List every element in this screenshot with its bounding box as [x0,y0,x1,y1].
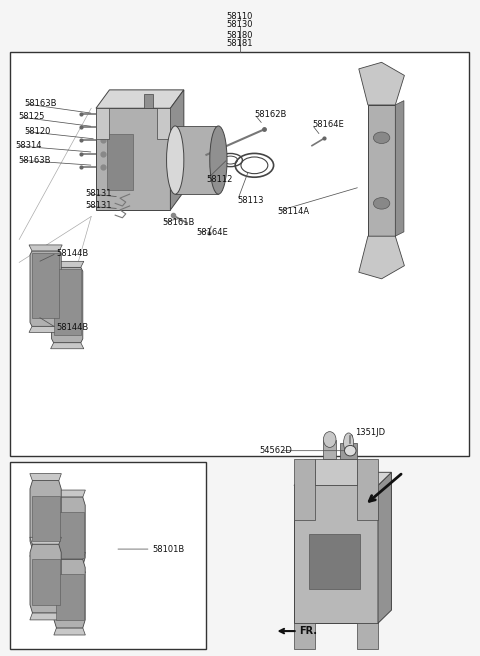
Polygon shape [54,270,81,335]
Polygon shape [359,62,404,105]
Polygon shape [107,134,133,190]
Text: 58120: 58120 [24,127,50,136]
Text: FR.: FR. [300,626,318,636]
Text: 54562D: 54562D [259,446,292,455]
Ellipse shape [344,433,354,453]
Polygon shape [54,552,85,559]
Polygon shape [56,575,84,620]
Text: 58110: 58110 [227,12,253,21]
Polygon shape [30,480,61,550]
Bar [340,443,357,459]
Polygon shape [32,560,60,605]
Polygon shape [50,343,84,349]
Text: 58164E: 58164E [197,228,228,237]
Text: 58125: 58125 [18,112,45,121]
Polygon shape [96,108,170,210]
Polygon shape [32,496,60,541]
Polygon shape [395,100,404,236]
Text: 58113: 58113 [238,195,264,205]
Text: 58101B: 58101B [153,544,185,554]
Text: 58144B: 58144B [57,249,89,258]
Polygon shape [54,559,85,628]
Polygon shape [294,459,315,520]
Text: 58131: 58131 [85,201,112,211]
Text: 58144B: 58144B [57,323,89,333]
Polygon shape [294,472,391,485]
Text: 58180: 58180 [227,31,253,40]
Polygon shape [30,550,61,556]
Text: 58131: 58131 [85,189,112,198]
Ellipse shape [373,197,390,209]
Text: 58314: 58314 [15,141,42,150]
Bar [10,52,469,456]
Bar [324,440,336,459]
Polygon shape [50,261,84,268]
Polygon shape [30,251,61,326]
Polygon shape [378,472,391,623]
Polygon shape [54,565,85,573]
Text: 58130: 58130 [227,20,253,29]
Polygon shape [54,628,85,635]
Text: 58112: 58112 [206,175,233,184]
Polygon shape [52,268,83,343]
Bar [144,94,153,108]
Polygon shape [30,613,61,620]
Polygon shape [294,623,315,649]
Polygon shape [359,236,404,279]
Ellipse shape [345,445,356,456]
Text: 58163B: 58163B [18,155,51,165]
Ellipse shape [324,432,336,447]
Bar [10,462,206,649]
Text: 58163B: 58163B [24,99,57,108]
Ellipse shape [210,126,227,194]
Polygon shape [170,90,184,210]
Polygon shape [29,245,62,251]
Text: 58161B: 58161B [162,218,194,227]
Polygon shape [157,108,170,139]
Text: 58114A: 58114A [277,207,310,216]
Text: 1351JD: 1351JD [355,428,385,438]
Polygon shape [54,497,85,565]
Polygon shape [29,326,62,333]
Polygon shape [56,512,84,558]
Polygon shape [96,108,109,139]
Polygon shape [309,534,360,589]
Ellipse shape [167,126,184,194]
Polygon shape [368,105,395,236]
Polygon shape [294,485,378,623]
Polygon shape [96,90,184,108]
Polygon shape [175,126,218,194]
Ellipse shape [373,132,390,144]
Polygon shape [315,459,357,485]
Polygon shape [32,253,59,318]
Polygon shape [357,459,378,520]
Text: 58162B: 58162B [254,110,287,119]
Polygon shape [30,474,61,480]
Text: 58164E: 58164E [312,120,344,129]
Polygon shape [30,537,61,544]
Polygon shape [357,623,378,649]
Polygon shape [54,490,85,497]
Text: 58181: 58181 [227,39,253,48]
Polygon shape [30,544,61,613]
